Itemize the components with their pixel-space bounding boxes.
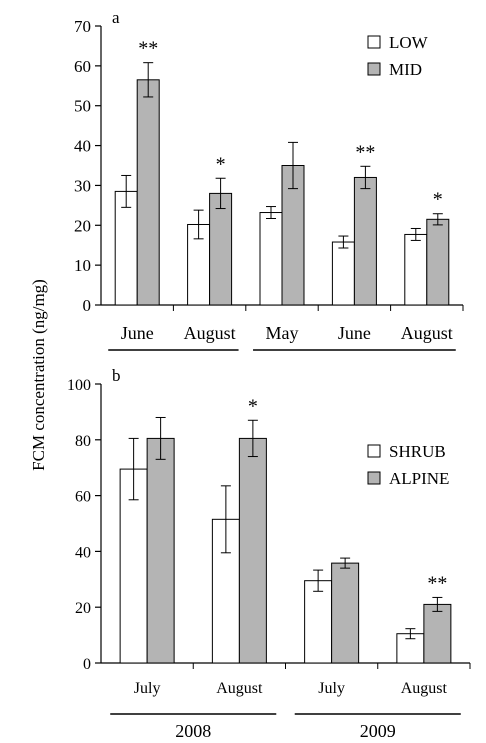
x-tick-label: August	[184, 323, 236, 343]
bar-mid	[426, 218, 450, 306]
bar-alpine	[331, 562, 360, 664]
y-tick-label: 60	[74, 57, 91, 76]
panel-label: b	[112, 366, 121, 385]
bar-low	[114, 190, 138, 306]
y-tick-label: 30	[74, 176, 91, 195]
y-tick-label: 70	[74, 17, 91, 36]
y-tick-label: 10	[74, 256, 91, 275]
bar-low	[259, 212, 283, 306]
y-tick-label: 20	[74, 216, 91, 235]
legend-label: MID	[389, 60, 422, 79]
y-tick-label: 100	[67, 377, 91, 394]
x-tick-label: August	[401, 323, 453, 343]
bar-mid	[209, 192, 233, 306]
y-tick-label: 60	[75, 489, 91, 506]
x-tick-label: June	[121, 323, 154, 343]
y-tick-label: 0	[83, 296, 92, 315]
significance-marker: **	[355, 141, 375, 163]
group-label: 2008	[175, 721, 211, 741]
panel-label: a	[112, 8, 120, 27]
significance-marker: *	[216, 153, 226, 175]
bar-alpine	[238, 437, 267, 664]
x-tick-label: August	[216, 680, 263, 697]
y-tick-label: 40	[74, 137, 91, 156]
legend-swatch	[367, 471, 381, 485]
x-tick-label: July	[134, 680, 161, 697]
panel-b: b 0 20 40 60 80 100 July * August July ** August 2008…	[67, 366, 471, 741]
bar-mid	[136, 79, 160, 306]
bar-mid	[353, 176, 377, 306]
panel-a: a 0 10 20 30 40 50 60 70 ** June * August May ** June * A…	[74, 8, 464, 351]
legend-label: ALPINE	[389, 469, 449, 488]
bar-alpine	[423, 603, 452, 664]
bar-alpine	[146, 437, 175, 664]
bar-low	[331, 241, 355, 306]
y-axis-label: FCM concentration (ng/mg)	[29, 279, 48, 471]
significance-marker: **	[427, 572, 447, 594]
legend-swatch	[367, 35, 381, 49]
y-tick-label: 0	[83, 656, 91, 673]
x-tick-label: July	[318, 680, 345, 697]
y-tick-label: 40	[75, 544, 91, 561]
bar-shrub	[119, 468, 148, 664]
legend-swatch	[367, 444, 381, 458]
legend-label: LOW	[389, 33, 429, 52]
x-tick-label: June	[338, 323, 371, 343]
x-tick-label: May	[266, 323, 299, 343]
y-tick-label: 20	[75, 600, 91, 617]
bar-low	[404, 233, 428, 306]
y-tick-label: 50	[74, 97, 91, 116]
legend-label: SHRUB	[389, 442, 446, 461]
significance-marker: *	[248, 395, 258, 417]
group-label: 2009	[360, 721, 396, 741]
bar-shrub	[304, 580, 333, 664]
y-tick-label: 80	[75, 433, 91, 450]
legend-swatch	[367, 62, 381, 76]
significance-marker: *	[433, 189, 443, 211]
x-tick-label: August	[401, 680, 448, 697]
significance-marker: **	[138, 38, 158, 60]
